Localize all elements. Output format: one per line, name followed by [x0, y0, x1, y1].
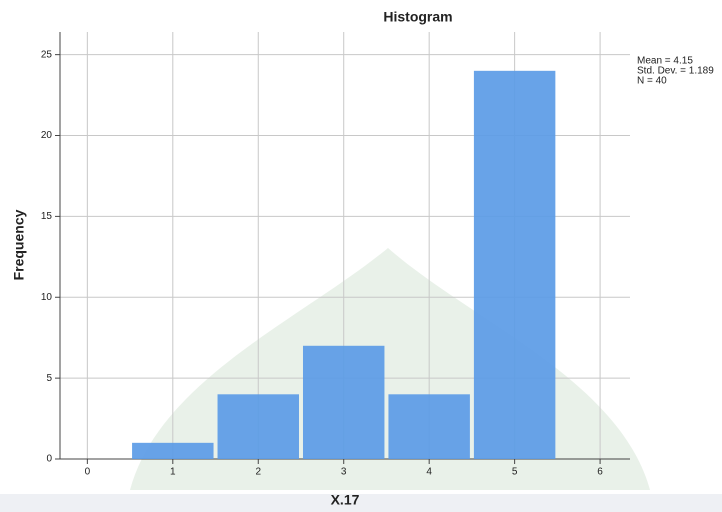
x-tick-label: 6 — [597, 467, 603, 478]
x-tick-label: 1 — [170, 467, 176, 478]
y-tick-label: 0 — [46, 454, 52, 465]
stat-annotation: Std. Dev. = 1.189 — [637, 66, 714, 77]
x-axis-label: X.17 — [331, 492, 360, 508]
chart-title: Histogram — [383, 9, 452, 25]
footer-band — [0, 494, 722, 512]
x-tick-label: 3 — [341, 467, 347, 478]
y-tick-label: 20 — [41, 130, 53, 141]
bar — [388, 394, 470, 459]
x-tick-label: 5 — [512, 467, 518, 478]
x-tick-label: 4 — [426, 467, 432, 478]
y-tick-label: 15 — [41, 211, 53, 222]
x-tick-label: 2 — [255, 467, 261, 478]
x-tick-label: 0 — [85, 467, 91, 478]
y-tick-label: 5 — [46, 373, 52, 384]
bar — [302, 345, 385, 459]
bar — [217, 394, 299, 459]
bar — [132, 442, 214, 459]
bar — [473, 70, 556, 460]
y-axis-label: Frequency — [11, 209, 27, 280]
y-tick-label: 10 — [41, 292, 53, 303]
stat-annotation: N = 40 — [637, 76, 667, 87]
stat-annotation: Mean = 4.15 — [637, 56, 693, 67]
y-tick-label: 25 — [41, 49, 53, 60]
